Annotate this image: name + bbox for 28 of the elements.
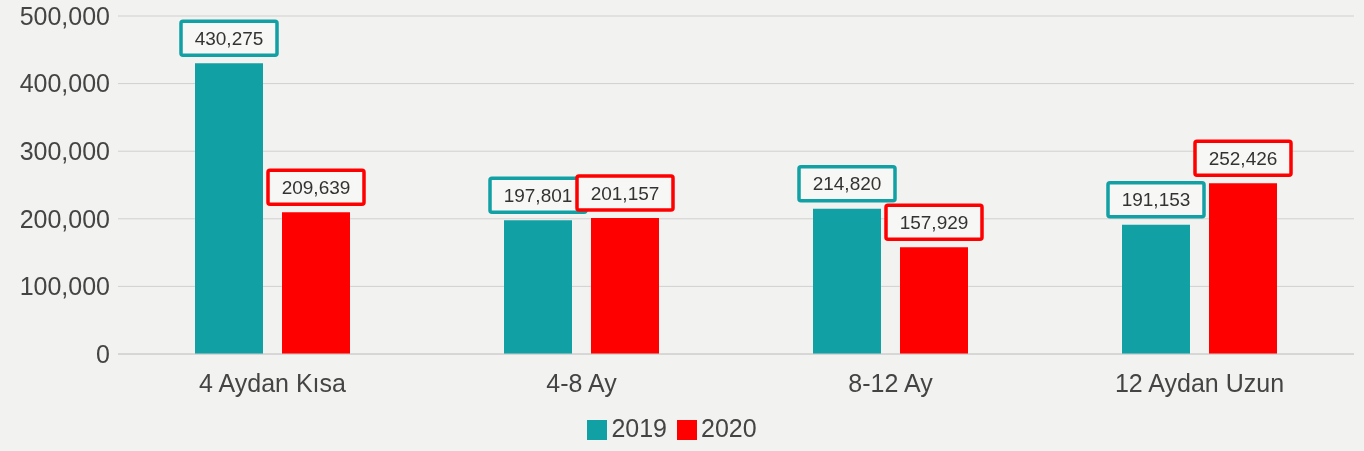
data-label: 252,426: [1208, 147, 1278, 169]
y-tick-label: 300,000: [19, 137, 110, 166]
legend-label: 2020: [701, 414, 757, 442]
data-label: 214,820: [812, 173, 882, 195]
x-tick-label: 4-8 Ay: [546, 368, 618, 397]
bar: [813, 208, 881, 354]
data-label: 209,639: [281, 176, 351, 198]
y-tick-label: 100,000: [19, 272, 110, 301]
bar: [504, 220, 572, 354]
bar: [900, 247, 968, 354]
x-tick-label: 8-12 Ay: [848, 368, 934, 397]
bar: [1209, 183, 1277, 354]
data-label: 157,929: [899, 211, 969, 233]
data-label: 191,153: [1121, 189, 1191, 211]
y-tick-label: 500,000: [19, 1, 110, 30]
data-label: 430,275: [194, 27, 264, 49]
x-tick-label: 12 Aydan Uzun: [1114, 368, 1285, 397]
y-tick-label: 200,000: [19, 204, 110, 233]
data-label: 197,801: [503, 184, 573, 206]
y-tick-label: 0: [96, 339, 110, 368]
bar: [591, 218, 659, 354]
bar: [282, 212, 350, 354]
y-tick-label: 400,000: [19, 69, 110, 98]
bar: [195, 63, 263, 354]
x-tick-label: 4 Aydan Kısa: [199, 368, 347, 397]
bar: [1122, 224, 1190, 354]
data-label: 201,157: [590, 182, 660, 204]
legend-label: 2019: [611, 414, 667, 442]
